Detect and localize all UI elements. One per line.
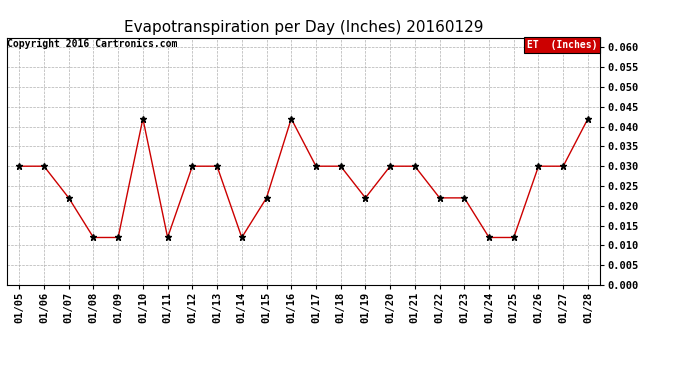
Title: Evapotranspiration per Day (Inches) 20160129: Evapotranspiration per Day (Inches) 2016… — [124, 20, 484, 35]
Text: ET  (Inches): ET (Inches) — [527, 40, 598, 50]
Text: Copyright 2016 Cartronics.com: Copyright 2016 Cartronics.com — [7, 39, 177, 50]
